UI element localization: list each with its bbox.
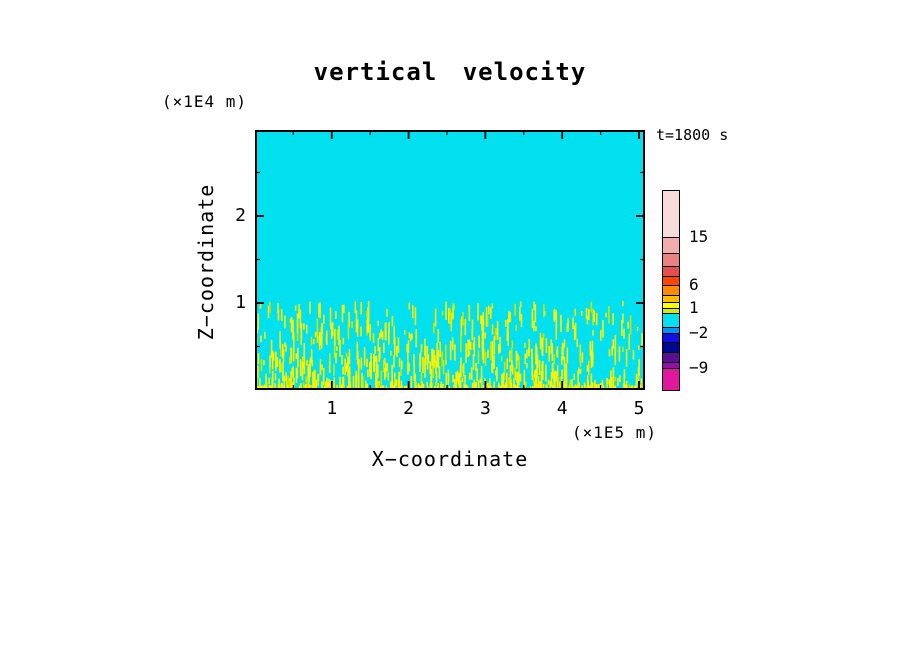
colorbar-segment — [662, 276, 680, 286]
plot-area — [255, 130, 645, 390]
colorbar-segment — [662, 327, 680, 334]
colorbar — [662, 190, 680, 391]
colorbar-segment — [662, 302, 680, 309]
colorbar-segment — [662, 285, 680, 296]
colorbar-segment — [662, 313, 680, 328]
colorbar-segment — [662, 266, 680, 277]
colorbar-segment — [662, 190, 680, 238]
colorbar-segment — [662, 295, 680, 303]
updraft-streaks — [255, 300, 645, 389]
time-label: t=1800 s — [656, 126, 729, 144]
x-tick-label: 5 — [633, 398, 645, 419]
colorbar-tick-label: 15 — [689, 227, 709, 246]
chart-title: vertical velocity — [313, 58, 587, 86]
colorbar-segment — [662, 352, 680, 363]
y-axis-unit-label: (×1E4 m) — [162, 92, 248, 111]
colorbar-tick-label: −2 — [689, 323, 709, 342]
y-tick-label: 1 — [235, 292, 246, 313]
x-axis-title: X−coordinate — [371, 447, 529, 471]
x-tick-label: 4 — [556, 398, 568, 419]
colorbar-segment — [662, 308, 680, 314]
x-tick-label: 1 — [326, 398, 338, 419]
x-tick-label: 2 — [403, 398, 415, 419]
colorbar-segment — [662, 342, 680, 353]
colorbar-segment — [662, 237, 680, 254]
colorbar-segment — [662, 368, 680, 391]
y-tick-label: 2 — [235, 205, 246, 226]
x-tick-label: 3 — [479, 398, 491, 419]
colorbar-segment — [662, 362, 680, 369]
x-axis-unit-label: (×1E5 m) — [571, 423, 657, 442]
colorbar-segment — [662, 253, 680, 267]
colorbar-tick-label: 1 — [689, 298, 699, 317]
colorbar-segment — [662, 333, 680, 343]
colorbar-tick-label: −9 — [689, 358, 709, 377]
plot-frame — [255, 130, 645, 390]
colorbar-tick-label: 6 — [689, 275, 699, 294]
y-axis-title: Z−coordinate — [194, 183, 218, 341]
